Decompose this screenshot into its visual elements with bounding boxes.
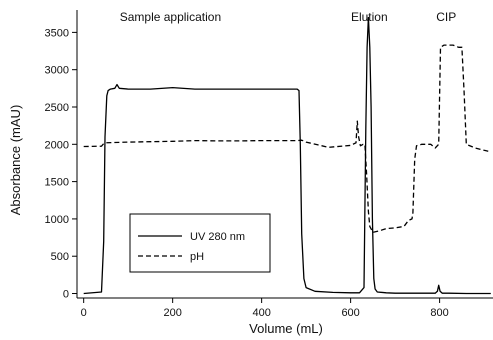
legend-box [129,213,271,273]
annotation-label: Sample application [120,10,221,24]
y-tick-label: 2000 [45,139,69,151]
series-line-ph [83,44,491,233]
y-tick-label: 3500 [45,27,69,39]
x-tick-label: 0 [81,307,87,319]
annotation-label: CIP [436,10,456,24]
x-tick-label: 200 [163,307,181,319]
x-tick-label: 800 [430,307,448,319]
series-layer [83,16,491,295]
legend-entry-label: UV 280 nm [190,231,245,243]
annotation-label: Elution [351,10,388,24]
y-tick-label: 500 [51,251,69,263]
x-tick-label: 600 [341,307,359,319]
y-tick-label: 0 [63,289,69,301]
legend: UV 280 nm pH [129,213,271,273]
y-tick-label: 1500 [45,177,69,189]
y-tick-label: 3000 [45,65,69,77]
x-axis-title: Volume (mL) [249,321,323,336]
y-axis-title: Absorbance (mAU) [8,105,23,216]
y-tick-label: 2500 [45,102,69,114]
annotations: Sample application Elution CIP [120,10,457,24]
legend-entry-label: pH [190,251,204,263]
y-tick-label: 1000 [45,214,69,226]
axes: 0 500 1000 1500 2000 2500 3000 3500 0 200 400 600 80… [45,10,493,319]
series-line-uv [83,16,491,295]
x-tick-label: 400 [252,307,270,319]
